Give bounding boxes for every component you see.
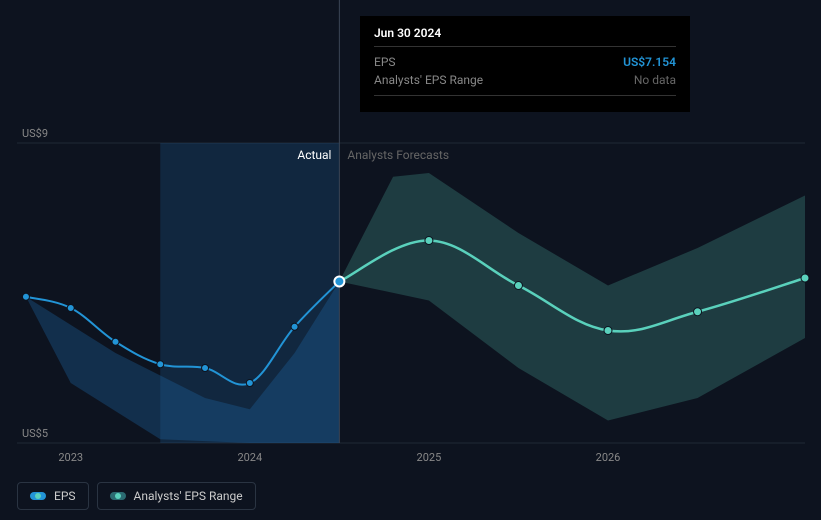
legend-item[interactable]: Analysts' EPS Range xyxy=(97,482,256,510)
chart-tooltip: Jun 30 2024 EPS US$7.154 Analysts' EPS Ran… xyxy=(360,16,690,112)
section-label-actual: Actual xyxy=(297,148,331,162)
legend-item[interactable]: EPS xyxy=(17,482,89,510)
tooltip-divider xyxy=(374,95,676,96)
legend-swatch-icon xyxy=(30,492,46,500)
tooltip-row: EPS US$7.154 xyxy=(374,53,676,71)
tooltip-row-value: US$7.154 xyxy=(623,55,676,69)
tooltip-row: Analysts' EPS Range No data xyxy=(374,71,676,89)
chart-legend: EPS Analysts' EPS Range xyxy=(17,482,256,510)
y-axis-label-min: US$5 xyxy=(22,427,48,440)
tooltip-divider xyxy=(374,46,676,47)
tooltip-date: Jun 30 2024 xyxy=(374,26,676,40)
tooltip-row-value: No data xyxy=(634,73,676,87)
legend-item-label: Analysts' EPS Range xyxy=(134,489,243,503)
eps-chart[interactable]: US$9 US$5 2023 2024 2025 2026 Actual Analys… xyxy=(0,0,821,520)
legend-item-label: EPS xyxy=(54,489,76,503)
legend-swatch-icon xyxy=(110,492,126,500)
x-axis-label: 2023 xyxy=(58,451,83,464)
x-axis-label: 2024 xyxy=(237,451,262,464)
y-axis-label-max: US$9 xyxy=(22,127,48,140)
x-axis-label: 2026 xyxy=(596,451,621,464)
tooltip-row-label: Analysts' EPS Range xyxy=(374,73,483,87)
tooltip-row-label: EPS xyxy=(374,55,396,69)
section-label-forecast: Analysts Forecasts xyxy=(347,148,449,162)
x-axis-label: 2025 xyxy=(417,451,442,464)
